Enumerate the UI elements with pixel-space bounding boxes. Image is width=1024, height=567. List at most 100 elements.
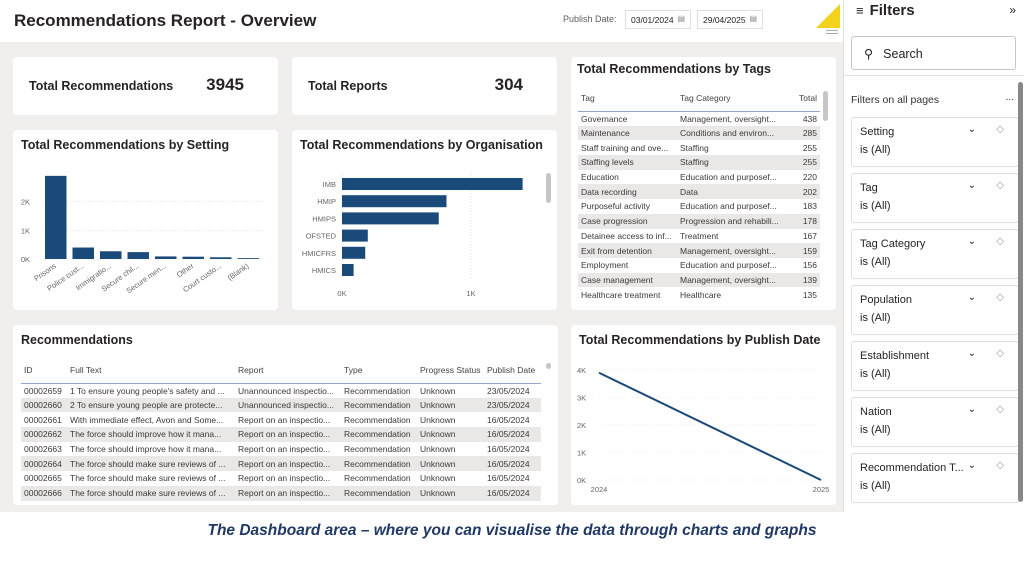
table-row[interactable]: 00002663 The force should improve how it … <box>21 442 541 457</box>
table-cell: 00002660 <box>21 397 67 413</box>
table-row[interactable]: Exit from detention Management, oversight… <box>578 243 820 258</box>
clear-filter-icon[interactable]: ◇ <box>996 292 1004 303</box>
table-row[interactable]: 00002665 The force should make sure revie… <box>21 471 541 486</box>
filter-card[interactable]: Tag Category is (All) ⌄ ◇ <box>851 229 1019 279</box>
column-header[interactable]: Full Text <box>67 361 235 384</box>
y-tick-label: OFSTED <box>306 232 337 241</box>
column-header[interactable]: Tag <box>578 89 677 112</box>
table-row[interactable]: Detainee access to inf... Treatment 167 <box>578 229 820 244</box>
table-row[interactable]: Employment Education and purposef... 156 <box>578 258 820 273</box>
table-row[interactable]: 00002660 2 To ensure young people are pro… <box>21 397 541 413</box>
filter-name: Setting <box>860 126 895 138</box>
y-tick-label: 2K <box>577 421 586 430</box>
more-options-button[interactable]: ... <box>1005 92 1014 103</box>
clear-filter-icon[interactable]: ◇ <box>996 404 1004 415</box>
table-cell: 135 <box>802 289 817 300</box>
chevron-down-icon[interactable]: ⌄ <box>967 404 976 415</box>
date-from-input[interactable]: 03/01/2024 ▤ <box>625 10 691 29</box>
kpi-total-reports: Total Reports 304 <box>292 57 557 115</box>
filter-card[interactable]: Tag is (All) ⌄ ◇ <box>851 173 1019 223</box>
table-cell: Report on an inspectio... <box>235 427 341 442</box>
table-cell: Staff training and ove... <box>581 142 669 153</box>
column-header[interactable]: ID <box>21 361 67 384</box>
date-to-input[interactable]: 29/04/2025 ▤ <box>697 10 763 29</box>
filter-card[interactable]: Recommendation T... is (All) ⌄ ◇ <box>851 453 1019 503</box>
table-row[interactable]: 00002662 The force should improve how it … <box>21 427 541 442</box>
date-to-value: 29/04/2025 <box>703 15 746 25</box>
filter-search-input[interactable]: ⚲ Search <box>851 36 1016 70</box>
table-cell: Education and purposef... <box>680 260 777 271</box>
table-row[interactable]: Purposeful activity Education and purpose… <box>578 199 820 214</box>
chevron-down-icon[interactable]: ⌄ <box>967 292 976 303</box>
filters-title: Filters <box>869 2 915 19</box>
chevron-down-icon[interactable]: ⌄ <box>967 348 976 359</box>
table-row[interactable]: Healthcare treatment Healthcare 135 <box>578 287 820 302</box>
chevron-down-icon[interactable]: ⌄ <box>967 236 976 247</box>
table-cell: Recommendation <box>344 385 411 396</box>
table-row[interactable]: 00002664 The force should make sure revie… <box>21 456 541 472</box>
card-title: Total Recommendations by Organisation <box>300 138 543 152</box>
logo <box>816 4 840 34</box>
table-row[interactable]: Staffing levels Staffing 255 <box>578 155 820 170</box>
clear-filter-icon[interactable]: ◇ <box>996 124 1004 135</box>
column-header[interactable]: Report <box>235 361 341 384</box>
table-row[interactable]: Education Education and purposef... 220 <box>578 170 820 185</box>
table-cell: 202 <box>784 184 820 200</box>
table-row[interactable]: 00002659 1 To ensure young people's safet… <box>21 383 541 398</box>
x-tick-label: 0K <box>337 289 346 298</box>
filter-name: Nation <box>860 406 892 418</box>
collapse-pane-icon[interactable]: » <box>1009 3 1016 17</box>
table-row[interactable]: 00002666 The force should make sure revie… <box>21 485 541 501</box>
column-header[interactable]: Progress Status <box>417 361 484 384</box>
chevron-down-icon[interactable]: ⌄ <box>967 124 976 135</box>
chevron-down-icon[interactable]: ⌄ <box>967 460 976 471</box>
table-cell: 1 To ensure young people's safety and ..… <box>70 385 225 396</box>
scrollbar[interactable] <box>823 91 828 121</box>
filter-card[interactable]: Nation is (All) ⌄ ◇ <box>851 397 1019 447</box>
kpi-label: Total Recommendations <box>29 79 174 93</box>
table-cell: Report on an inspectio... <box>238 414 331 425</box>
clear-filter-icon[interactable]: ◇ <box>996 180 1004 191</box>
column-header[interactable]: Total <box>784 89 820 112</box>
table-cell: 159 <box>784 243 820 258</box>
organisation-bar-chart: 0K 1K IMB HMIP HMIPS OFSTED HMICFRS HMICS <box>302 172 523 298</box>
bar <box>182 256 204 259</box>
table-row[interactable]: Data recording Data 202 <box>578 184 820 200</box>
table-row[interactable]: Case progression Progression and rehabili… <box>578 213 820 229</box>
table-row[interactable]: Case management Management, oversight... 1… <box>578 272 820 288</box>
clear-filter-icon[interactable]: ◇ <box>996 460 1004 471</box>
table-cell: 00002664 <box>21 456 67 472</box>
dashboard-canvas: Recommendations Report - Overview Publis… <box>0 0 843 512</box>
calendar-icon[interactable]: ▤ <box>749 14 757 23</box>
chevron-down-icon[interactable]: ⌄ <box>967 180 976 191</box>
table-cell: 16/05/2024 <box>487 473 530 484</box>
report-header: Recommendations Report - Overview Publis… <box>0 0 843 42</box>
table-cell: Purposeful activity <box>581 201 650 212</box>
scrollbar[interactable] <box>546 173 551 203</box>
caption: The Dashboard area – where you can visua… <box>207 522 817 539</box>
table-cell: Staffing <box>677 155 784 170</box>
tags-table: Tag Tag Category Total Governance Management… <box>578 89 820 302</box>
column-header[interactable]: Type <box>341 361 417 384</box>
column-header[interactable]: Publish Date <box>484 361 541 384</box>
table-cell: 2 To ensure young people are protecte... <box>67 397 235 413</box>
table-cell: Report on an inspectio... <box>235 456 341 472</box>
table-cell: Treatment <box>680 230 719 241</box>
scrollbar[interactable] <box>546 363 551 369</box>
table-row[interactable]: Maintenance Conditions and environ... 285 <box>578 125 820 141</box>
filter-card[interactable]: Population is (All) ⌄ ◇ <box>851 285 1019 335</box>
table-cell: Management, oversight... <box>680 113 776 124</box>
table-row[interactable]: Staff training and ove... Staffing 255 <box>578 140 820 155</box>
scrollbar[interactable] <box>1018 82 1023 502</box>
table-cell: 23/05/2024 <box>484 397 541 413</box>
calendar-icon[interactable]: ▤ <box>677 14 685 23</box>
table-row[interactable]: 00002661 With immediate effect, Avon and … <box>21 412 541 427</box>
column-header[interactable]: Tag Category <box>677 89 784 112</box>
table-cell: Case progression <box>578 213 677 229</box>
clear-filter-icon[interactable]: ◇ <box>996 348 1004 359</box>
filter-card[interactable]: Setting is (All) ⌄ ◇ <box>851 117 1019 167</box>
table-row[interactable]: Governance Management, oversight... 438 <box>578 111 820 126</box>
filter-card[interactable]: Establishment is (All) ⌄ ◇ <box>851 341 1019 391</box>
table-cell: 255 <box>802 142 817 153</box>
clear-filter-icon[interactable]: ◇ <box>996 236 1004 247</box>
